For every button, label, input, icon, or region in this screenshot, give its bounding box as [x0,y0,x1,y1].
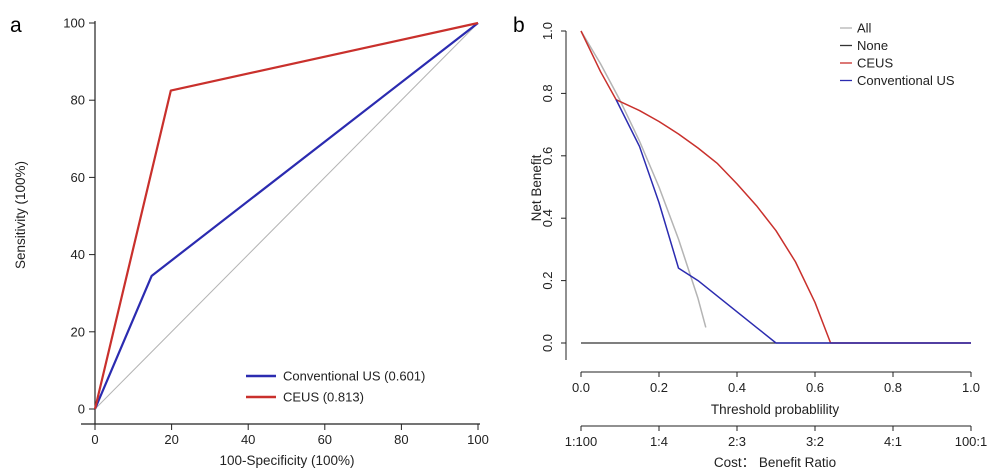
dca-y-axis-label: Net Benefit [529,154,544,221]
roc-y-tick-label: 0 [78,402,85,417]
roc-legend: Conventional US (0.601) CEUS (0.813) [236,361,458,407]
panel-label-a: a [10,14,22,37]
dca-secondary-tick-label: 100:1 [955,434,988,449]
dca-chart: b 0.0 0.2 0.4 0.6 0.8 1.0 0.0 0.2 0.4 0.6 0.8 1.0 1:… [513,14,987,470]
dca-secondary-tick-label: 4:1 [884,434,902,449]
roc-x-tick-label: 0 [91,432,98,447]
roc-series-line-1 [93,21,479,410]
roc-y-tick-label: 20 [71,324,85,339]
dca-secondary-tick-label: 1:100 [565,434,598,449]
roc-legend-box [236,361,458,407]
roc-x-tick-label: 20 [164,432,178,447]
roc-legend-label: Conventional US (0.601) [283,369,425,384]
roc-y-tick-label: 80 [71,93,85,108]
dca-y-tick-label: 0.4 [540,209,555,227]
dca-secondary-axis-label: Cost： Benefit Ratio [714,455,836,470]
roc-legend-label: CEUS (0.813) [283,390,364,405]
dca-secondary-tick-label: 3:2 [806,434,824,449]
dca-legend-label: Conventional US [857,73,955,88]
roc-x-tick-label: 60 [318,432,332,447]
roc-ticks: 0 20 40 60 80 100 0 20 40 60 80 100 [63,16,489,448]
panel-label-b: b [513,14,525,37]
dca-y-tick-label: 0.2 [540,272,555,290]
dca-axes [565,31,971,427]
dca-secondary-tick-label: 1:4 [650,434,668,449]
dca-x-tick-label: 0.4 [728,380,746,395]
dca-legend-label: All [857,21,872,36]
dca-legend-label: CEUS [857,56,893,71]
dca-y-tick-label: 0.8 [540,84,555,102]
roc-chart: a 0 20 40 60 80 100 0 20 40 60 80 100 100-Specifici… [10,14,489,468]
dca-secondary-tick-label: 2:3 [728,434,746,449]
roc-series-line-0 [93,22,479,410]
dca-legend: All None CEUS Conventional US [840,21,955,88]
roc-x-axis-label: 100-Specificity (100%) [219,453,354,468]
dca-all-line [580,30,707,328]
dca-x-tick-label: 0.6 [806,380,824,395]
dca-y-tick-label: 1.0 [540,22,555,40]
roc-x-tick-label: 100 [467,432,489,447]
dca-legend-label: None [857,38,888,53]
roc-y-axis-label: Sensitivity (100%) [13,161,28,269]
dca-x-tick-label: 0.0 [572,380,590,395]
roc-axes [81,21,480,425]
dca-series [580,30,971,344]
roc-x-tick-label: 80 [394,432,408,447]
roc-y-tick-label: 40 [71,247,85,262]
roc-y-tick-label: 60 [71,170,85,185]
roc-x-tick-label: 40 [241,432,255,447]
roc-reference-diagonal [94,22,479,410]
dca-conventional-us-line [615,99,971,344]
dca-x-tick-label: 0.8 [884,380,902,395]
dca-x-axis-label: Threshold probablility [711,402,840,417]
roc-y-tick-label: 100 [63,16,85,31]
dca-y-tick-label: 0.0 [540,334,555,352]
dca-x-tick-label: 0.2 [650,380,668,395]
dca-y-tick-label: 0.6 [540,147,555,165]
dca-x-tick-label: 1.0 [962,380,980,395]
roc-series [93,21,479,410]
dca-ticks: 0.0 0.2 0.4 0.6 0.8 1.0 0.0 0.2 0.4 0.6 0.8 1.0 1:10… [540,22,987,449]
